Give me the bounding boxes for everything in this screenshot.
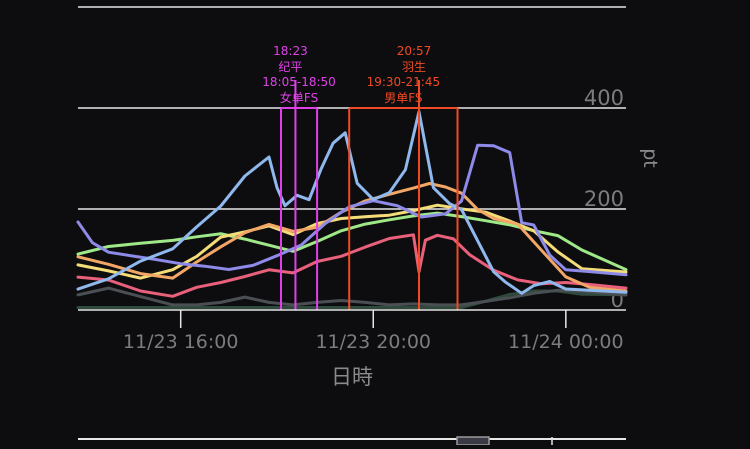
point-name-label: 纪平 (278, 60, 302, 74)
x-tick-label: 11/23 16:00 (123, 331, 239, 353)
series-line (76, 182, 628, 293)
range-time-label: 19:30-21:45 (367, 75, 441, 89)
point-time-label: 20:57 (397, 44, 432, 58)
x-axis-label: 日時 (331, 365, 373, 389)
series-line (76, 233, 628, 298)
range-time-label: 18:05-18:50 (262, 75, 336, 89)
x-tick-label: 11/23 20:00 (315, 331, 431, 353)
point-time-label: 18:23 (273, 44, 308, 58)
y-tick-label: 200 (584, 187, 624, 211)
series-line (76, 286, 628, 307)
x-ticks: 11/23 16:00 11/23 20:00 11/24 00:00 (123, 310, 624, 353)
series-line (76, 110, 628, 295)
range-event-label: 女单FS (280, 90, 318, 105)
x-tick-label: 11/24 00:00 (508, 331, 624, 353)
range-slider-handle[interactable] (456, 436, 490, 446)
y-axis-label: pt (639, 148, 661, 168)
point-name-label: 羽生 (402, 60, 426, 74)
y-tick-label: 400 (584, 86, 624, 110)
series-layer (76, 110, 628, 309)
range-event-label: 男单FS (384, 91, 422, 105)
